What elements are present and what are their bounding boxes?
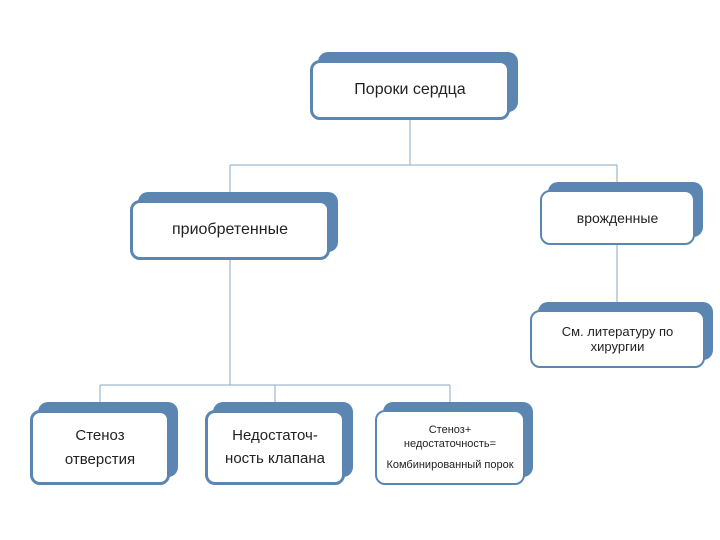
node-root: Пороки сердца bbox=[310, 60, 518, 128]
label-literature: См. литературу по хирургии bbox=[538, 324, 697, 354]
label-congenital: врожденные bbox=[577, 210, 658, 226]
label-combined-line1: Стеноз+ недостаточность= bbox=[383, 423, 517, 452]
node-insufficiency: Недостаточ-ность клапана bbox=[205, 410, 353, 493]
label-acquired: приобретенные bbox=[172, 221, 288, 239]
label-stenosis: Стеноз отверстия bbox=[39, 424, 161, 472]
label-combined-line2: Комбинированный порок bbox=[386, 458, 513, 472]
node-congenital: врожденные bbox=[540, 190, 703, 253]
node-literature: См. литературу по хирургии bbox=[530, 310, 713, 376]
label-insufficiency: Недостаточ-ность клапана bbox=[214, 425, 336, 470]
node-acquired: приобретенные bbox=[130, 200, 338, 268]
label-root: Пороки сердца bbox=[354, 81, 465, 99]
node-stenosis: Стеноз отверстия bbox=[30, 410, 178, 493]
node-combined: Стеноз+ недостаточность= Комбинированный… bbox=[375, 410, 533, 493]
